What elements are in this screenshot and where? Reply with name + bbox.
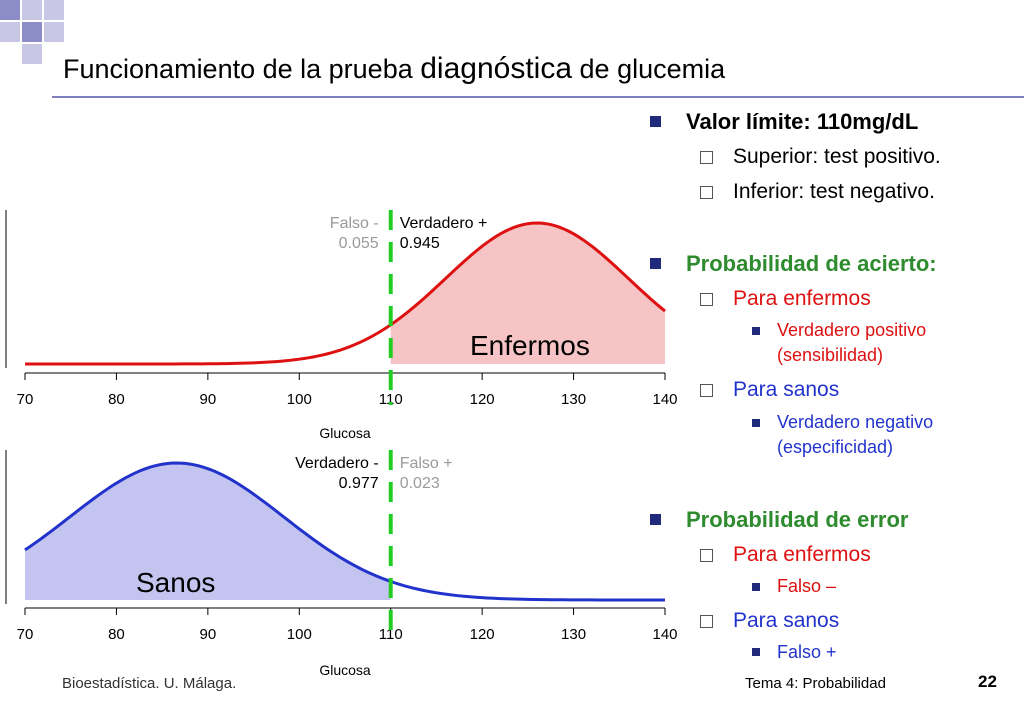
x-tick-label: 110 [379,391,403,408]
page-title: Funcionamiento de la prueba diagnóstica … [63,52,726,85]
bullet-small-icon [752,419,760,427]
x-tick-label: 130 [561,391,586,408]
annotation-label: Falso - [330,215,379,232]
x-axis-label: Glucosa [319,662,371,678]
x-tick-label: 90 [200,626,217,643]
decor-square [0,0,20,20]
decor-square [22,0,42,20]
bullet-specificity: (especificidad) [777,437,894,457]
bullet-small-icon [752,583,760,591]
density-curve [24,221,666,366]
page-number: 22 [978,672,997,691]
annotation-value: 0.023 [400,475,440,492]
x-tick-label: 120 [470,391,495,408]
bullet-square-icon [650,514,661,525]
bullet-error-probability: Probabilidad de error [686,507,909,532]
bullet-true-negative: Verdadero negativo [777,412,934,432]
glucose-distribution-charts: 70 80 90 100 110 120 130 140 Glucosa Falso - 0.055… [5,210,678,678]
title-divider [52,96,1024,98]
decor-square [0,22,20,42]
x-tick-label: 80 [108,391,125,408]
annotation-label: Falso + [400,455,453,472]
region-label: Sanos [136,567,215,598]
density-curve [24,461,666,602]
bullet-hollow-icon [700,186,713,199]
x-tick-label: 110 [379,626,403,643]
bullet-sensitivity: (sensibilidad) [777,345,884,365]
annotation-value: 0.977 [339,475,379,492]
bullet-error-sick: Para enfermos [733,543,871,566]
bullet-threshold: Valor límite: 110mg/dL [686,109,919,134]
bullet-hollow-icon [700,549,713,562]
bullet-error-healthy: Para sanos [733,609,840,632]
annotation-label: Verdadero - [295,455,379,472]
decor-square [22,44,42,64]
x-tick-label: 100 [287,626,312,643]
bullet-hollow-icon [700,615,713,628]
decor-square [22,22,42,42]
annotation-value: 0.945 [400,235,440,252]
bullet-hit-sick: Para enfermos [733,287,871,310]
x-tick-label: 140 [652,391,677,408]
x-tick-label: 130 [561,626,586,643]
bullet-square-icon [650,116,661,127]
bullet-upper: Superior: test positivo. [733,145,941,168]
x-tick-label: 70 [17,391,34,408]
region-label: Enfermos [470,330,590,361]
x-tick-label: 120 [470,626,495,643]
bullet-square-icon [650,258,661,269]
bullet-hit-probability: Probabilidad de acierto: [686,251,937,276]
bullet-hit-healthy: Para sanos [733,378,840,401]
decor-square [44,0,64,20]
bullet-hollow-icon [700,384,713,397]
x-tick-label: 90 [200,391,217,408]
x-tick-label: 70 [17,626,34,643]
bullet-hollow-icon [700,293,713,306]
x-tick-label: 140 [652,626,677,643]
shaded-area [25,463,391,600]
bullet-small-icon [752,648,760,656]
bullet-false-positive: Falso + [777,642,837,662]
annotation-label: Verdadero + [400,215,488,232]
bullet-true-positive: Verdadero positivo [777,320,927,340]
x-tick-label: 80 [108,626,125,643]
shaded-area [390,223,665,364]
bullet-small-icon [752,327,760,335]
footer-source: Bioestadística. U. Málaga. [62,675,237,692]
bullet-lower: Inferior: test negativo. [733,180,935,203]
chart-panel-sanos: 70 80 90 100 110 120 130 140 Glucosa Verdadero - 0… [5,450,678,678]
x-tick-label: 100 [287,391,312,408]
chart-panel-enfermos: 70 80 90 100 110 120 130 140 Glucosa Falso - 0.055… [5,210,678,441]
bullet-hollow-icon [700,151,713,164]
x-axis-label: Glucosa [319,425,371,441]
annotation-value: 0.055 [339,235,379,252]
bullet-false-negative: Falso – [777,576,837,596]
footer-topic: Tema 4: Probabilidad [745,675,886,692]
decor-square [44,22,64,42]
